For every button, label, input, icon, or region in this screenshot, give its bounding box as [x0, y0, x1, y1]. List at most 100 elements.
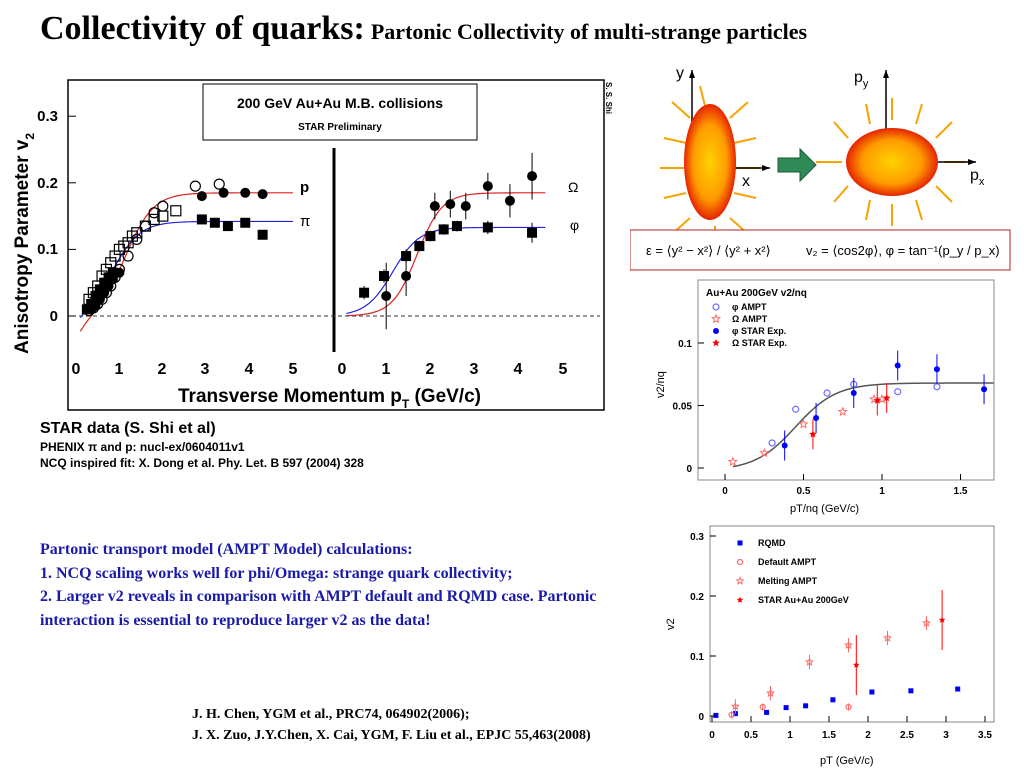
- formula-eccentricity: ε = ⟨y² − x²⟩ / ⟨y² + x²⟩: [646, 243, 771, 258]
- data-point: [148, 207, 160, 219]
- model-ylabel: v2: [665, 618, 677, 630]
- data-point: [451, 221, 462, 232]
- references: STAR data (S. Shi et al) PHENIX π and p:…: [40, 420, 364, 470]
- ytick-label: 0.3: [37, 108, 58, 125]
- data-point: [737, 540, 743, 546]
- ncq-plot-frame: [697, 279, 995, 481]
- data-point: [482, 222, 493, 233]
- legend-entry: φ AMPT: [732, 302, 767, 312]
- data-point: [131, 227, 143, 239]
- data-point: [113, 243, 126, 255]
- xtick-label: 1: [787, 730, 793, 741]
- xtick-label: 0: [72, 361, 81, 378]
- data-point: [131, 233, 143, 246]
- y-axis-title: Anisotropy Parameter v2: [12, 133, 37, 354]
- reference-phenix: PHENIX π and p: nucl-ex/0604011v1: [40, 440, 245, 454]
- data-point: [96, 270, 108, 282]
- data-point: [845, 703, 852, 711]
- xtick-label: 3.5: [978, 730, 992, 741]
- data-point: [894, 388, 902, 396]
- x-axis-arrowhead: [762, 165, 770, 171]
- ncq-fit-curve: [732, 382, 994, 468]
- data-point: [792, 405, 800, 413]
- data-point: [921, 618, 932, 627]
- xtick-label: 4: [514, 361, 523, 378]
- data-point: [257, 189, 268, 200]
- ncq-title: Au+Au 200GeV v2/nq: [706, 288, 807, 299]
- data-point: [759, 447, 770, 458]
- spatial-ellipse: [684, 104, 736, 220]
- conclusion-text: Partonic transport model (AMPT Model) ca…: [40, 538, 630, 632]
- xtick-label: 2: [865, 730, 871, 741]
- legend-entry: RQMD: [758, 538, 786, 548]
- left-panel-marks: [79, 178, 294, 332]
- xtick-label: 0.5: [797, 486, 811, 497]
- right-panel-marks: [346, 152, 546, 330]
- label-omega: Ω: [568, 179, 578, 195]
- data-point: [783, 705, 789, 711]
- data-point: [764, 709, 770, 715]
- xtick-label: 5: [289, 361, 298, 378]
- figure-credit: S. S. Shi: [604, 82, 613, 114]
- xtick-label: 3: [470, 361, 479, 378]
- ncq-marks: [727, 350, 994, 468]
- xtick-label: 1.5: [822, 730, 836, 741]
- citation-line: J. X. Zuo, J.Y.Chen, X. Cai, YGM, F. Liu…: [192, 728, 591, 743]
- model-xlabel: pT (GeV/c): [820, 755, 874, 767]
- data-point: [87, 287, 99, 299]
- data-point: [445, 199, 456, 210]
- legend-entry: φ STAR Exp.: [732, 326, 786, 336]
- data-point: [438, 224, 449, 235]
- model-legend: RQMD Default AMPT Melting AMPT STAR Au+Au 2…: [735, 538, 849, 605]
- data-point: [401, 271, 412, 282]
- data-point: [823, 389, 831, 397]
- data-point: [118, 240, 130, 252]
- data-point: [139, 220, 152, 232]
- data-point: [727, 456, 738, 467]
- star-v2-figure: 200 GeV Au+Au M.B. collisions STAR Preli…: [12, 79, 613, 411]
- y-ticks: [68, 115, 76, 317]
- data-point: [94, 284, 105, 295]
- xtick-label: 0: [338, 361, 347, 378]
- xtick-label: 0: [709, 730, 715, 741]
- data-point: [781, 442, 788, 449]
- data-point: [803, 703, 809, 709]
- data-point: [148, 213, 160, 226]
- formula-v2: v₂ = ⟨cos2φ⟩, φ = tan⁻¹(p_y / p_x): [806, 243, 1000, 258]
- xtick-label: 0.5: [744, 730, 758, 741]
- ytick-label: 0.2: [37, 175, 58, 192]
- data-point: [713, 328, 719, 334]
- data-point: [414, 241, 425, 252]
- data-point: [527, 227, 538, 238]
- px-axis-arrowhead: [968, 159, 976, 165]
- axis-label-y: y: [676, 65, 684, 82]
- data-point: [869, 689, 875, 695]
- label-pion: π: [300, 213, 310, 230]
- data-point: [843, 640, 854, 650]
- data-point: [830, 697, 836, 703]
- data-point: [109, 250, 121, 262]
- data-point: [378, 271, 389, 282]
- data-point: [736, 596, 744, 603]
- ncq-axes: 0 0.05 0.1 0 0.5 1 1.5: [673, 339, 968, 497]
- xtick-label: 2.5: [900, 730, 914, 741]
- data-point: [429, 201, 440, 212]
- label-proton: p: [300, 179, 309, 196]
- ytick-label: 0.1: [37, 241, 58, 258]
- figure-box-title: 200 GeV Au+Au M.B. collisions: [237, 95, 443, 111]
- conclusion-line: 1. NCQ scaling works well for phi/Omega:…: [40, 564, 513, 582]
- legend-entry: Melting AMPT: [758, 576, 818, 586]
- title-main: Collectivity of quarks:: [40, 10, 365, 47]
- model-marks: [713, 590, 961, 719]
- xtick-label: 1.5: [954, 486, 968, 497]
- data-point: [908, 688, 914, 694]
- data-point: [157, 210, 169, 222]
- model-chart: RQMD Default AMPT Melting AMPT STAR Au+Au 2…: [665, 525, 995, 767]
- data-point: [804, 657, 815, 666]
- y-axis-arrowhead: [689, 70, 695, 78]
- data-point: [728, 711, 735, 718]
- data-point: [730, 701, 740, 711]
- data-point: [712, 339, 720, 347]
- data-point: [713, 712, 719, 718]
- axis-label-x: x: [742, 173, 750, 190]
